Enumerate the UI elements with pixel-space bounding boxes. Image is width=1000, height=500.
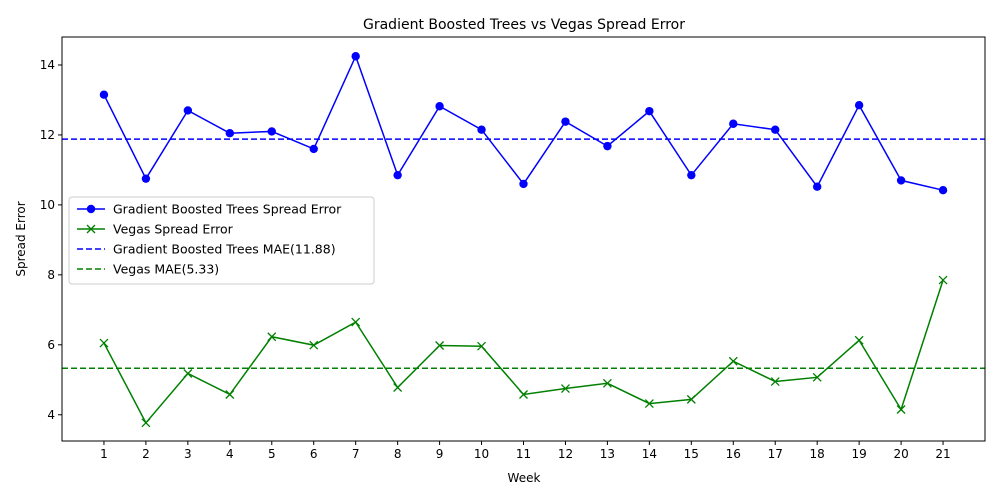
y-tick-label: 14 [40, 58, 55, 72]
x-tick-label: 16 [726, 447, 741, 461]
data-point [603, 141, 612, 151]
x-tick-label: 2 [142, 447, 150, 461]
data-point [435, 102, 444, 111]
data-point [519, 390, 528, 399]
data-point [854, 335, 864, 345]
data-point [560, 384, 570, 393]
data-point [435, 341, 445, 350]
data-point [141, 174, 151, 183]
y-tick-label: 10 [40, 198, 55, 212]
data-point [183, 369, 193, 378]
data-point [687, 170, 696, 180]
data-point [729, 119, 738, 128]
x-tick-label: 1 [100, 447, 108, 461]
legend-label: Gradient Boosted Trees MAE(11.88) [113, 242, 336, 257]
data-point [309, 340, 319, 350]
data-point [812, 372, 822, 382]
x-tick-label: 13 [600, 447, 615, 461]
data-point [896, 176, 906, 185]
data-point [602, 378, 612, 388]
x-tick-label: 3 [184, 447, 192, 461]
data-point [645, 106, 654, 116]
series-line-1 [103, 279, 944, 425]
legend: Gradient Boosted Trees Spread Error Vegas… [68, 196, 375, 285]
data-point [225, 390, 235, 399]
legend-entry: Vegas MAE(5.33) [77, 262, 219, 277]
data-point [141, 418, 151, 428]
data-point [686, 394, 696, 404]
data-point [771, 125, 780, 134]
data-point [183, 106, 193, 115]
y-axis: 4 6 8 10 12 14 [40, 58, 62, 422]
data-point [896, 405, 906, 414]
y-tick-label: 8 [47, 268, 55, 282]
legend-entry: Gradient Boosted Trees Spread Error [77, 202, 342, 217]
data-point [561, 117, 570, 126]
data-point [728, 356, 738, 366]
data-point [99, 338, 109, 348]
x-tick-label: 5 [268, 447, 276, 461]
x-tick-label: 4 [226, 447, 234, 461]
y-axis-label: Spread Error [14, 201, 28, 276]
x-tick-label: 6 [310, 447, 318, 461]
x-tick-label: 12 [558, 447, 573, 461]
data-point [644, 399, 654, 409]
x-tick-label: 14 [642, 447, 657, 461]
data-point [519, 179, 528, 189]
data-point [351, 317, 361, 327]
data-point [393, 170, 402, 180]
data-point [225, 128, 235, 138]
plot-area [62, 52, 985, 428]
data-point [477, 341, 487, 351]
data-point [812, 182, 822, 191]
series-line-0 [103, 54, 944, 191]
legend-box [68, 196, 375, 285]
data-point [267, 332, 277, 342]
x-tick-label: 9 [436, 447, 444, 461]
x-tick-label: 20 [893, 447, 908, 461]
legend-marker [86, 204, 96, 214]
chart-title: Gradient Boosted Trees vs Vegas Spread E… [363, 17, 685, 33]
data-point [351, 52, 360, 61]
y-tick-label: 12 [40, 128, 55, 142]
y-tick-label: 4 [47, 408, 55, 422]
x-tick-label: 7 [352, 447, 360, 461]
y-tick-label: 6 [47, 338, 55, 352]
data-point [309, 144, 318, 154]
legend-label: Gradient Boosted Trees Spread Error [113, 202, 342, 217]
data-point [938, 275, 948, 285]
x-tick-label: 15 [684, 447, 699, 461]
legend-entry: Vegas Spread Error [77, 222, 234, 237]
legend-label: Vegas Spread Error [113, 222, 234, 237]
x-tick-label: 18 [810, 447, 825, 461]
x-tick-label: 17 [768, 447, 783, 461]
x-tick-label: 10 [474, 447, 489, 461]
data-point [477, 125, 486, 134]
legend-label: Vegas MAE(5.33) [113, 262, 219, 277]
data-point [854, 101, 864, 110]
data-point [938, 186, 948, 195]
x-axis: 1 2 3 4 5 6 7 8 9 10 11 12 13 14 15 16 17 18 19 20 21 [100, 441, 951, 461]
data-point [393, 383, 403, 392]
x-axis-label: Week [508, 471, 541, 485]
data-point [770, 377, 780, 386]
x-tick-label: 19 [851, 447, 866, 461]
data-point [267, 127, 276, 136]
data-point [99, 90, 109, 99]
x-tick-label: 21 [935, 447, 950, 461]
x-tick-label: 11 [516, 447, 531, 461]
legend-entry: Gradient Boosted Trees MAE(11.88) [77, 242, 336, 257]
x-tick-label: 8 [394, 447, 402, 461]
